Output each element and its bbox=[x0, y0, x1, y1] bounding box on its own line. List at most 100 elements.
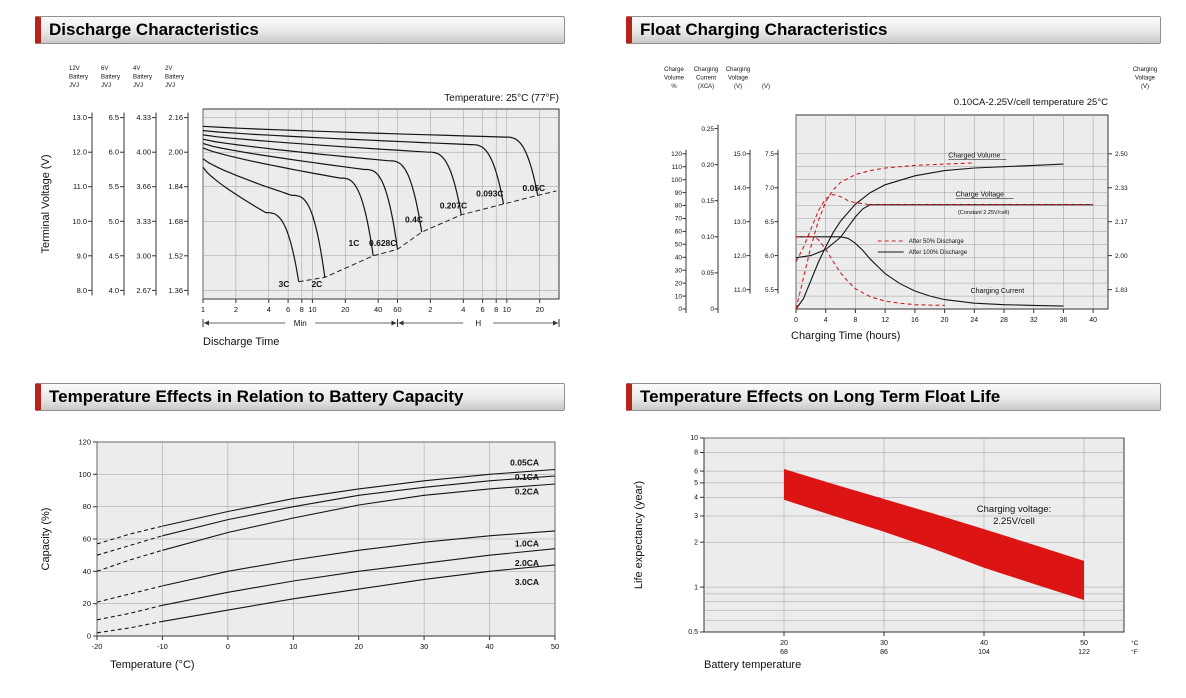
x-axis-title: Temperature (°C) bbox=[110, 659, 194, 671]
tick-label: 13.0 bbox=[733, 219, 746, 226]
x-tick-label-celsius: 20 bbox=[780, 640, 788, 647]
section-header-temperature-capacity: Temperature Effects in Relation to Batte… bbox=[35, 383, 565, 411]
y-tick-label: 4.5 bbox=[109, 251, 119, 260]
tick-label: 0.05 bbox=[701, 270, 714, 277]
curve-0.05C bbox=[202, 125, 539, 196]
x-tick-label: 6 bbox=[286, 305, 290, 314]
plot-area bbox=[795, 114, 1109, 310]
curve-charged-volume-50 bbox=[795, 162, 975, 310]
curve-0.207C bbox=[202, 134, 462, 215]
x-tick-label: 50 bbox=[551, 642, 559, 651]
axis-header: (V) bbox=[762, 84, 770, 90]
curve-0.1CA bbox=[162, 475, 556, 537]
axis-header: Voltage bbox=[1135, 76, 1156, 82]
tick-label: 2.00 bbox=[1115, 253, 1128, 260]
x-tick-label: 24 bbox=[970, 317, 978, 324]
y-tick-label: 8 bbox=[694, 450, 698, 457]
curve-label: 0.05C bbox=[523, 183, 546, 193]
curve-label: 0.4C bbox=[405, 214, 423, 224]
axis-header: % bbox=[671, 84, 677, 90]
y-tick-label: 1 bbox=[694, 584, 698, 591]
tick-label: 7.5 bbox=[765, 151, 774, 158]
unit-celsius: °C bbox=[1131, 639, 1139, 647]
unit-fahrenheit: °F bbox=[1131, 648, 1138, 656]
curve-dashed-0.1CA bbox=[96, 535, 163, 556]
tick-label: 0.10 bbox=[701, 234, 714, 241]
x-tick-label: 36 bbox=[1060, 317, 1068, 324]
y-axis-header: Battery bbox=[133, 75, 152, 81]
y-tick-label: 5.0 bbox=[109, 217, 119, 226]
panel-discharge-characteristics: Discharge Characteristics 12V Battery JVJ 1… bbox=[35, 16, 565, 357]
y-axis-header: 4V bbox=[133, 66, 140, 72]
curve-charged-volume-100 bbox=[795, 163, 1064, 310]
float-charging-chart: ChargeVolume%010203040506070809010011012… bbox=[664, 67, 1157, 342]
axis-header: (V) bbox=[734, 84, 742, 90]
tick-label: 80 bbox=[675, 203, 683, 210]
curve-0.093C bbox=[202, 130, 505, 205]
curve-dashed-1.0CA bbox=[96, 585, 163, 603]
tick-label: 0 bbox=[678, 306, 682, 313]
y-tick-label: 4.33 bbox=[136, 113, 151, 122]
tick-label: 0 bbox=[710, 306, 714, 313]
x-tick-label: 20 bbox=[341, 305, 349, 314]
x-tick-label: 1 bbox=[201, 305, 205, 314]
x-tick-label: 0 bbox=[226, 642, 230, 651]
x-tick-label: 8 bbox=[300, 305, 304, 314]
x-tick-label: 30 bbox=[420, 642, 428, 651]
arrow-left-icon bbox=[204, 320, 209, 326]
tick-label: 50 bbox=[675, 242, 683, 249]
y-tick-label: 3.66 bbox=[136, 182, 151, 191]
series-label: 0.1CA bbox=[515, 472, 539, 482]
y-tick-label: 6 bbox=[694, 468, 698, 475]
tick-label: 6.5 bbox=[765, 219, 774, 226]
charging-voltage-annotation-line2: 2.25V/cell bbox=[993, 516, 1035, 527]
x-tick-label: 32 bbox=[1030, 317, 1038, 324]
tick-label: 30 bbox=[675, 267, 683, 274]
x-tick-label: 28 bbox=[1000, 317, 1008, 324]
y-tick-label: 80 bbox=[83, 502, 91, 511]
curve-label: 0.207C bbox=[440, 200, 467, 210]
panel-temperature-capacity: Temperature Effects in Relation to Batte… bbox=[35, 383, 565, 684]
y-tick-label: 1.36 bbox=[168, 286, 183, 295]
y-tick-label: 100 bbox=[78, 470, 91, 479]
tick-label: 11.0 bbox=[734, 287, 747, 294]
tick-label: 5.5 bbox=[765, 287, 774, 294]
cutoff-dashed-line bbox=[298, 190, 557, 283]
y-tick-label: 11.0 bbox=[73, 182, 87, 191]
y-tick-label: 6.0 bbox=[109, 148, 119, 157]
x-tick-label: 2 bbox=[234, 305, 238, 314]
discharge-characteristics-chart: 12VBatteryJVJ13.012.011.010.09.08.06VBat… bbox=[40, 66, 560, 348]
tick-label: 0.15 bbox=[701, 198, 714, 205]
y-tick-label: 12.0 bbox=[72, 148, 87, 157]
y-axis-header: JVJ bbox=[133, 83, 143, 89]
series-label: 2.0CA bbox=[515, 558, 539, 568]
x-tick-label-fahrenheit: 104 bbox=[978, 649, 990, 656]
curve-label: Charging Current bbox=[971, 288, 1025, 295]
curve-0.2CA bbox=[162, 483, 556, 551]
tick-label: 12.0 bbox=[733, 253, 746, 260]
y-axis-header: Battery bbox=[101, 75, 120, 81]
x-tick-label-fahrenheit: 122 bbox=[1078, 649, 1090, 656]
curve-3C bbox=[202, 166, 300, 282]
y-axis-header: Battery bbox=[69, 75, 88, 81]
arrow-left-icon bbox=[398, 320, 404, 326]
y-tick-label: 1.52 bbox=[168, 251, 183, 260]
y-axis-header: 12V bbox=[69, 66, 80, 72]
tick-label: 60 bbox=[675, 229, 683, 236]
charging-voltage-annotation-line1: Charging voltage: bbox=[977, 504, 1051, 515]
x-tick-label: -20 bbox=[92, 642, 103, 651]
panel-float-charging: Float Charging Characteristics Charge Vol… bbox=[626, 16, 1161, 357]
curve-dashed-0.2CA bbox=[96, 549, 163, 572]
axis-header: Charging bbox=[1133, 67, 1157, 73]
tick-label: 2.50 bbox=[1115, 151, 1128, 158]
axis-header: Volume bbox=[664, 76, 685, 82]
y-axis-header: JVJ bbox=[69, 83, 79, 89]
axis-header: Charging bbox=[726, 67, 750, 73]
x-tick-label-celsius: 50 bbox=[1080, 640, 1088, 647]
x-tick-label: 8 bbox=[494, 305, 498, 314]
series-label: 1.0CA bbox=[515, 538, 539, 548]
x-tick-label-celsius: 30 bbox=[880, 640, 888, 647]
tick-label: 70 bbox=[675, 216, 683, 223]
tick-label: 100 bbox=[671, 177, 682, 184]
x-tick-label: 10 bbox=[289, 642, 297, 651]
